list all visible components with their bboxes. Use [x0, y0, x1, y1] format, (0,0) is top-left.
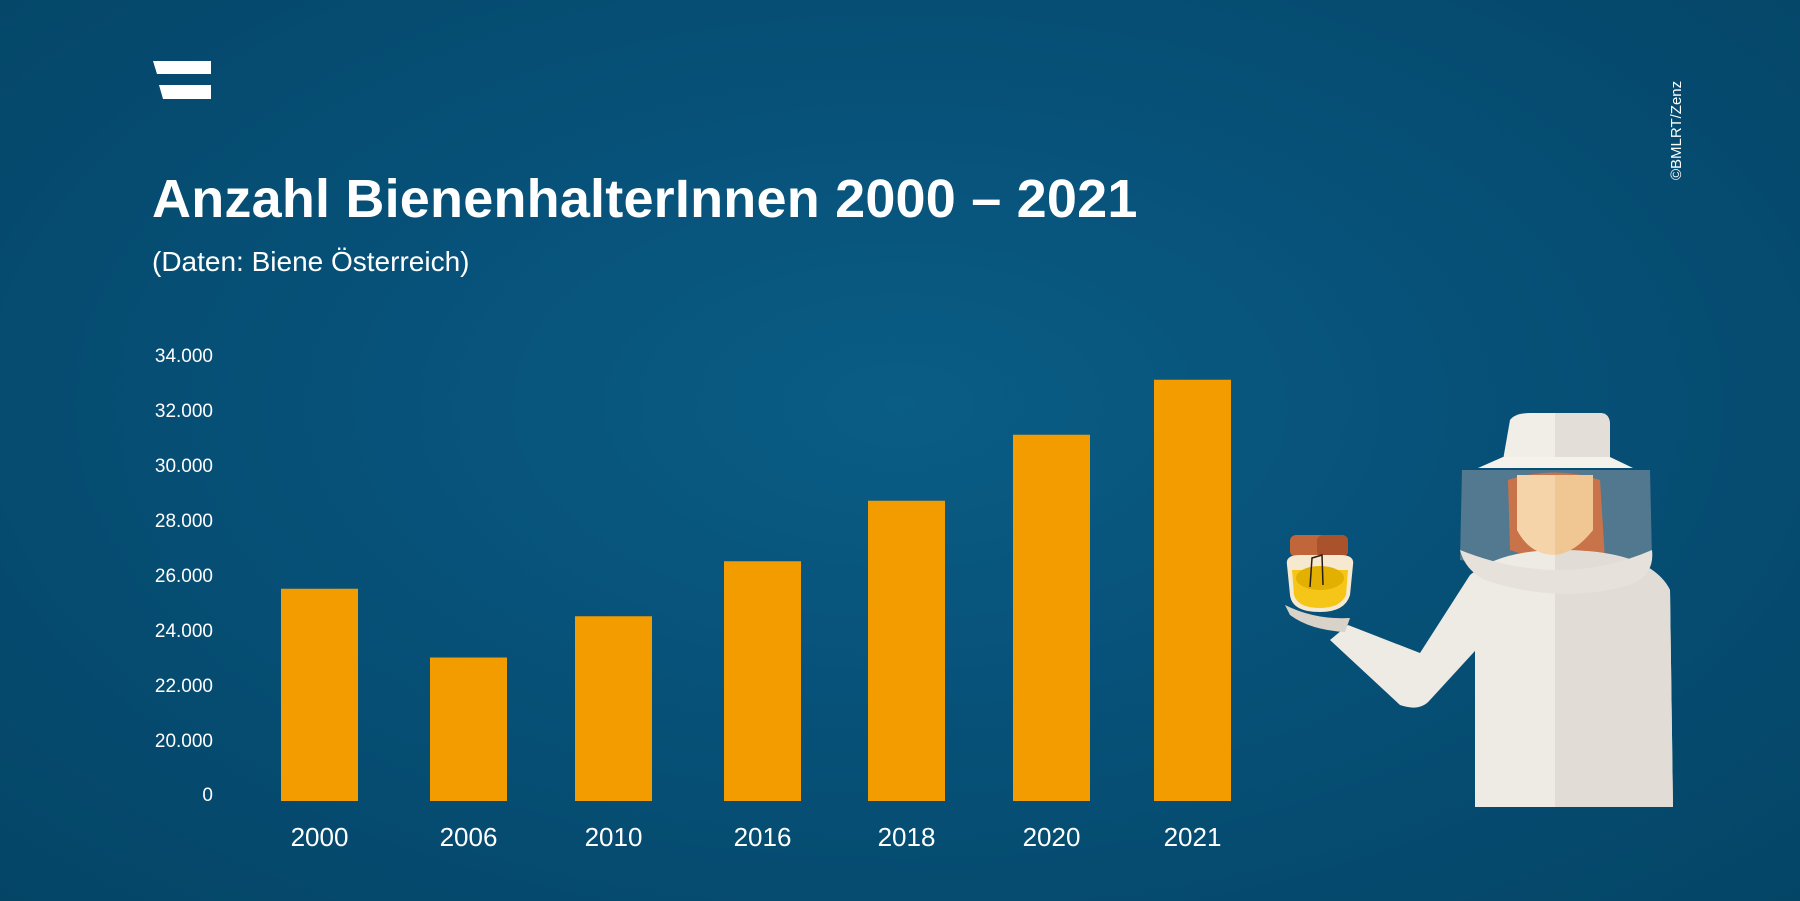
y-tick-label: 22.000 [155, 676, 213, 697]
bar-2016 [724, 561, 801, 801]
y-tick-label: 30.000 [155, 456, 213, 477]
x-tick-label: 2021 [1164, 822, 1222, 852]
y-tick-label: 32.000 [155, 401, 213, 422]
y-tick-label: 28.000 [155, 511, 213, 532]
x-tick-label: 2000 [291, 822, 349, 852]
y-tick-label: 34.000 [155, 346, 213, 367]
page-subtitle: (Daten: Biene Österreich) [152, 246, 470, 277]
y-tick-label: 0 [202, 785, 213, 806]
x-tick-label: 2006 [440, 822, 498, 852]
y-tick-label: 26.000 [155, 566, 213, 587]
bar-2006 [430, 657, 507, 801]
y-tick-label: 24.000 [155, 621, 213, 642]
bar-2010 [575, 616, 652, 801]
bar-chart: 0 20.000 22.000 24.000 26.000 28.000 30.000 32.… [155, 346, 1231, 852]
ministry-logo [153, 61, 211, 99]
copyright-notice: ©BMLRT/Zenz [1668, 80, 1685, 180]
beekeeper-illustration [1285, 413, 1673, 807]
bar-2021 [1154, 379, 1231, 801]
x-tick-label: 2020 [1023, 822, 1081, 852]
page-title: Anzahl BienenhalterInnen 2000 – 2021 [152, 169, 1138, 229]
x-tick-label: 2018 [878, 822, 936, 852]
bar-2000 [281, 588, 358, 801]
bar-2020 [1013, 434, 1090, 801]
x-tick-label: 2016 [734, 822, 792, 852]
bar-2018 [868, 500, 945, 801]
y-tick-label: 20.000 [155, 731, 213, 752]
x-tick-label: 2010 [585, 822, 643, 852]
